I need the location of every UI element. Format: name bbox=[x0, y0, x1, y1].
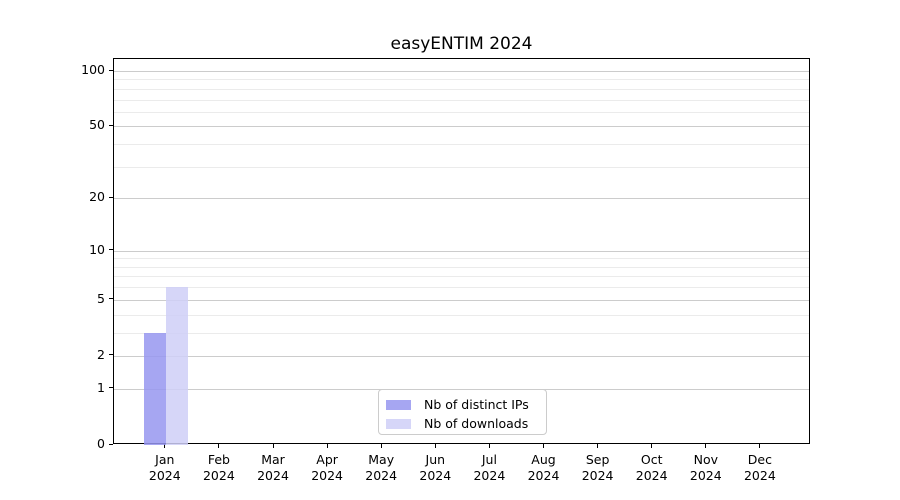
minor-gridline bbox=[114, 144, 809, 146]
legend-label-distinct-ips: Nb of distinct IPs bbox=[424, 397, 529, 412]
y-tick-mark bbox=[109, 298, 113, 300]
y-tick-mark bbox=[109, 249, 113, 251]
x-tick-mark bbox=[488, 444, 490, 448]
minor-gridline bbox=[114, 99, 809, 101]
legend-label-downloads: Nb of downloads bbox=[424, 416, 529, 431]
y-tick-mark bbox=[109, 354, 113, 356]
minor-gridline bbox=[114, 111, 809, 113]
y-tick-label: 20 bbox=[89, 189, 105, 205]
y-tick-label: 5 bbox=[97, 290, 105, 306]
x-tick-mark bbox=[759, 444, 761, 448]
x-tick-mark bbox=[380, 444, 382, 448]
major-gridline bbox=[114, 126, 809, 128]
minor-gridline bbox=[114, 332, 809, 334]
x-tick-mark bbox=[434, 444, 436, 448]
y-tick-label: 1 bbox=[97, 379, 105, 395]
plot-area bbox=[113, 58, 810, 445]
major-gridline bbox=[114, 250, 809, 252]
minor-gridline bbox=[114, 287, 809, 289]
y-tick-mark bbox=[109, 69, 113, 71]
y-tick-label: 0 bbox=[97, 436, 105, 451]
x-tick-mark bbox=[651, 444, 653, 448]
minor-gridline bbox=[114, 314, 809, 316]
y-tick-mark bbox=[109, 124, 113, 126]
x-tick-label: Oct 2024 bbox=[635, 452, 668, 483]
legend-item-downloads: Nb of downloads bbox=[386, 414, 538, 433]
legend-swatch-downloads-icon bbox=[386, 418, 411, 429]
x-tick-mark bbox=[326, 444, 328, 448]
minor-gridline bbox=[114, 88, 809, 90]
x-tick-mark bbox=[164, 444, 166, 448]
legend-swatch-distinct-ips-icon bbox=[386, 399, 411, 410]
major-gridline bbox=[114, 355, 809, 357]
y-tick-mark bbox=[109, 196, 113, 198]
y-tick-label: 10 bbox=[89, 241, 105, 257]
y-tick-label: 100 bbox=[81, 62, 105, 77]
x-tick-label: Feb 2024 bbox=[202, 452, 235, 483]
x-tick-label: May 2024 bbox=[365, 452, 398, 483]
y-tick-mark bbox=[109, 443, 113, 445]
legend: Nb of distinct IPs Nb of downloads bbox=[378, 389, 547, 435]
chart-title: easyENTIM 2024 bbox=[390, 34, 533, 54]
minor-gridline bbox=[114, 166, 809, 168]
bar-distinct-ips bbox=[143, 332, 166, 445]
major-gridline bbox=[114, 299, 809, 301]
x-tick-mark bbox=[218, 444, 220, 448]
minor-gridline bbox=[114, 258, 809, 260]
x-tick-label: Mar 2024 bbox=[257, 452, 289, 483]
y-tick-label: 2 bbox=[97, 346, 105, 362]
y-tick-mark bbox=[109, 387, 113, 389]
x-tick-label: Dec 2024 bbox=[743, 452, 776, 483]
bar-downloads bbox=[165, 287, 188, 445]
x-tick-mark bbox=[543, 444, 544, 448]
legend-item-distinct-ips: Nb of distinct IPs bbox=[386, 395, 538, 414]
x-tick-label: Jul 2024 bbox=[473, 452, 506, 483]
x-tick-mark bbox=[272, 444, 274, 448]
x-tick-label: Nov 2024 bbox=[689, 452, 722, 483]
x-tick-mark bbox=[705, 444, 707, 448]
x-tick-label: Apr 2024 bbox=[311, 452, 343, 483]
minor-gridline bbox=[114, 276, 809, 278]
minor-gridline bbox=[114, 266, 809, 268]
x-tick-label: Jan 2024 bbox=[148, 452, 181, 483]
x-tick-mark bbox=[597, 444, 599, 448]
minor-gridline bbox=[114, 79, 809, 81]
x-tick-label: Jun 2024 bbox=[419, 452, 452, 483]
x-tick-label: Aug 2024 bbox=[527, 452, 560, 483]
y-tick-label: 50 bbox=[89, 117, 105, 133]
x-tick-label: Sep 2024 bbox=[581, 452, 614, 483]
major-gridline bbox=[114, 71, 809, 72]
major-gridline bbox=[114, 198, 809, 200]
